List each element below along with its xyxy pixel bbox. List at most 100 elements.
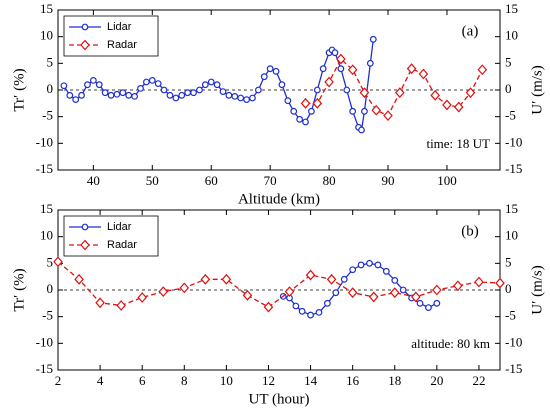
marker bbox=[357, 261, 365, 269]
marker bbox=[137, 84, 144, 92]
x-tick-label: 16 bbox=[346, 373, 360, 388]
marker bbox=[172, 94, 180, 102]
y-tick-label: -5 bbox=[42, 108, 53, 123]
x-tick-label: 14 bbox=[304, 373, 318, 388]
marker bbox=[107, 91, 115, 99]
panel-label: (b) bbox=[461, 223, 479, 239]
marker bbox=[178, 91, 186, 99]
marker bbox=[374, 261, 382, 269]
marker bbox=[89, 76, 97, 84]
marker bbox=[95, 297, 105, 309]
y-axis-label: Tr′ (%) bbox=[11, 268, 27, 311]
marker bbox=[324, 76, 334, 88]
x-tick-label: 60 bbox=[205, 173, 218, 188]
y-tick-label: 0 bbox=[47, 81, 54, 96]
legend-label: Lidar bbox=[107, 21, 132, 33]
marker bbox=[84, 81, 91, 89]
marker bbox=[213, 81, 221, 89]
y2-tick-label: 5 bbox=[505, 254, 512, 269]
marker bbox=[242, 289, 253, 301]
marker bbox=[74, 273, 84, 285]
marker bbox=[260, 73, 268, 81]
marker bbox=[406, 63, 417, 75]
marker bbox=[312, 97, 323, 109]
y-tick-label: 10 bbox=[40, 228, 53, 243]
legend-marker bbox=[80, 39, 90, 51]
annotation: altitude: 80 km bbox=[411, 336, 490, 351]
x-axis-label: Altitude (km) bbox=[238, 191, 320, 207]
marker bbox=[319, 65, 327, 73]
marker bbox=[358, 126, 365, 134]
y-tick-label: -5 bbox=[42, 308, 53, 323]
marker bbox=[254, 86, 262, 94]
marker bbox=[142, 78, 150, 86]
marker bbox=[263, 301, 274, 313]
y2-tick-label: -15 bbox=[505, 161, 522, 176]
marker bbox=[231, 92, 239, 100]
marker bbox=[53, 256, 63, 268]
marker bbox=[391, 277, 399, 284]
y2-tick-label: 10 bbox=[505, 228, 518, 243]
marker bbox=[148, 76, 156, 84]
marker bbox=[337, 65, 345, 73]
y2-tick-label: -5 bbox=[505, 108, 516, 123]
y-tick-label: -10 bbox=[36, 134, 53, 149]
y-tick-label: 15 bbox=[40, 201, 53, 216]
marker bbox=[78, 91, 85, 99]
marker bbox=[416, 299, 424, 307]
marker bbox=[474, 276, 484, 288]
marker bbox=[371, 104, 382, 116]
marker bbox=[361, 107, 368, 115]
y2-axis-label: U′ (m/s) bbox=[529, 265, 545, 315]
marker bbox=[119, 89, 127, 97]
marker bbox=[296, 115, 304, 123]
marker bbox=[298, 307, 306, 315]
marker bbox=[219, 88, 227, 95]
marker bbox=[349, 266, 357, 274]
x-tick-label: 40 bbox=[87, 173, 100, 188]
marker bbox=[368, 291, 379, 303]
y2-tick-label: 15 bbox=[505, 201, 518, 216]
marker bbox=[336, 53, 346, 65]
annotation: time: 18 UT bbox=[426, 136, 490, 151]
x-tick-label: 80 bbox=[323, 173, 336, 188]
marker bbox=[284, 97, 292, 105]
marker bbox=[307, 311, 314, 319]
marker bbox=[347, 287, 358, 299]
marker bbox=[60, 82, 68, 90]
marker bbox=[72, 96, 80, 103]
y-tick-label: -15 bbox=[36, 161, 53, 176]
marker bbox=[359, 87, 370, 99]
x-tick-label: 4 bbox=[97, 373, 104, 388]
x-tick-label: 50 bbox=[146, 173, 159, 188]
marker bbox=[383, 110, 393, 122]
y-tick-label: 15 bbox=[40, 1, 53, 16]
marker bbox=[179, 282, 190, 294]
marker bbox=[116, 300, 126, 311]
marker bbox=[347, 64, 358, 76]
marker bbox=[184, 89, 192, 97]
marker bbox=[332, 289, 340, 297]
marker bbox=[308, 107, 315, 115]
x-axis-label: UT (hour) bbox=[249, 391, 310, 407]
legend-marker bbox=[81, 23, 89, 31]
series-line bbox=[283, 262, 438, 316]
marker bbox=[131, 92, 139, 100]
marker bbox=[221, 273, 232, 285]
marker bbox=[302, 118, 309, 126]
marker bbox=[382, 267, 390, 275]
y-tick-label: 5 bbox=[47, 254, 54, 269]
marker bbox=[266, 65, 274, 73]
y2-tick-label: -10 bbox=[505, 134, 522, 149]
legend-marker bbox=[80, 239, 90, 251]
marker bbox=[425, 304, 432, 312]
marker bbox=[340, 275, 348, 283]
marker bbox=[411, 291, 421, 303]
y2-tick-label: -5 bbox=[505, 308, 516, 323]
marker bbox=[366, 59, 374, 67]
legend-label: Lidar bbox=[107, 221, 132, 233]
marker bbox=[305, 269, 316, 281]
marker bbox=[315, 309, 323, 316]
x-tick-label: 12 bbox=[262, 373, 275, 388]
